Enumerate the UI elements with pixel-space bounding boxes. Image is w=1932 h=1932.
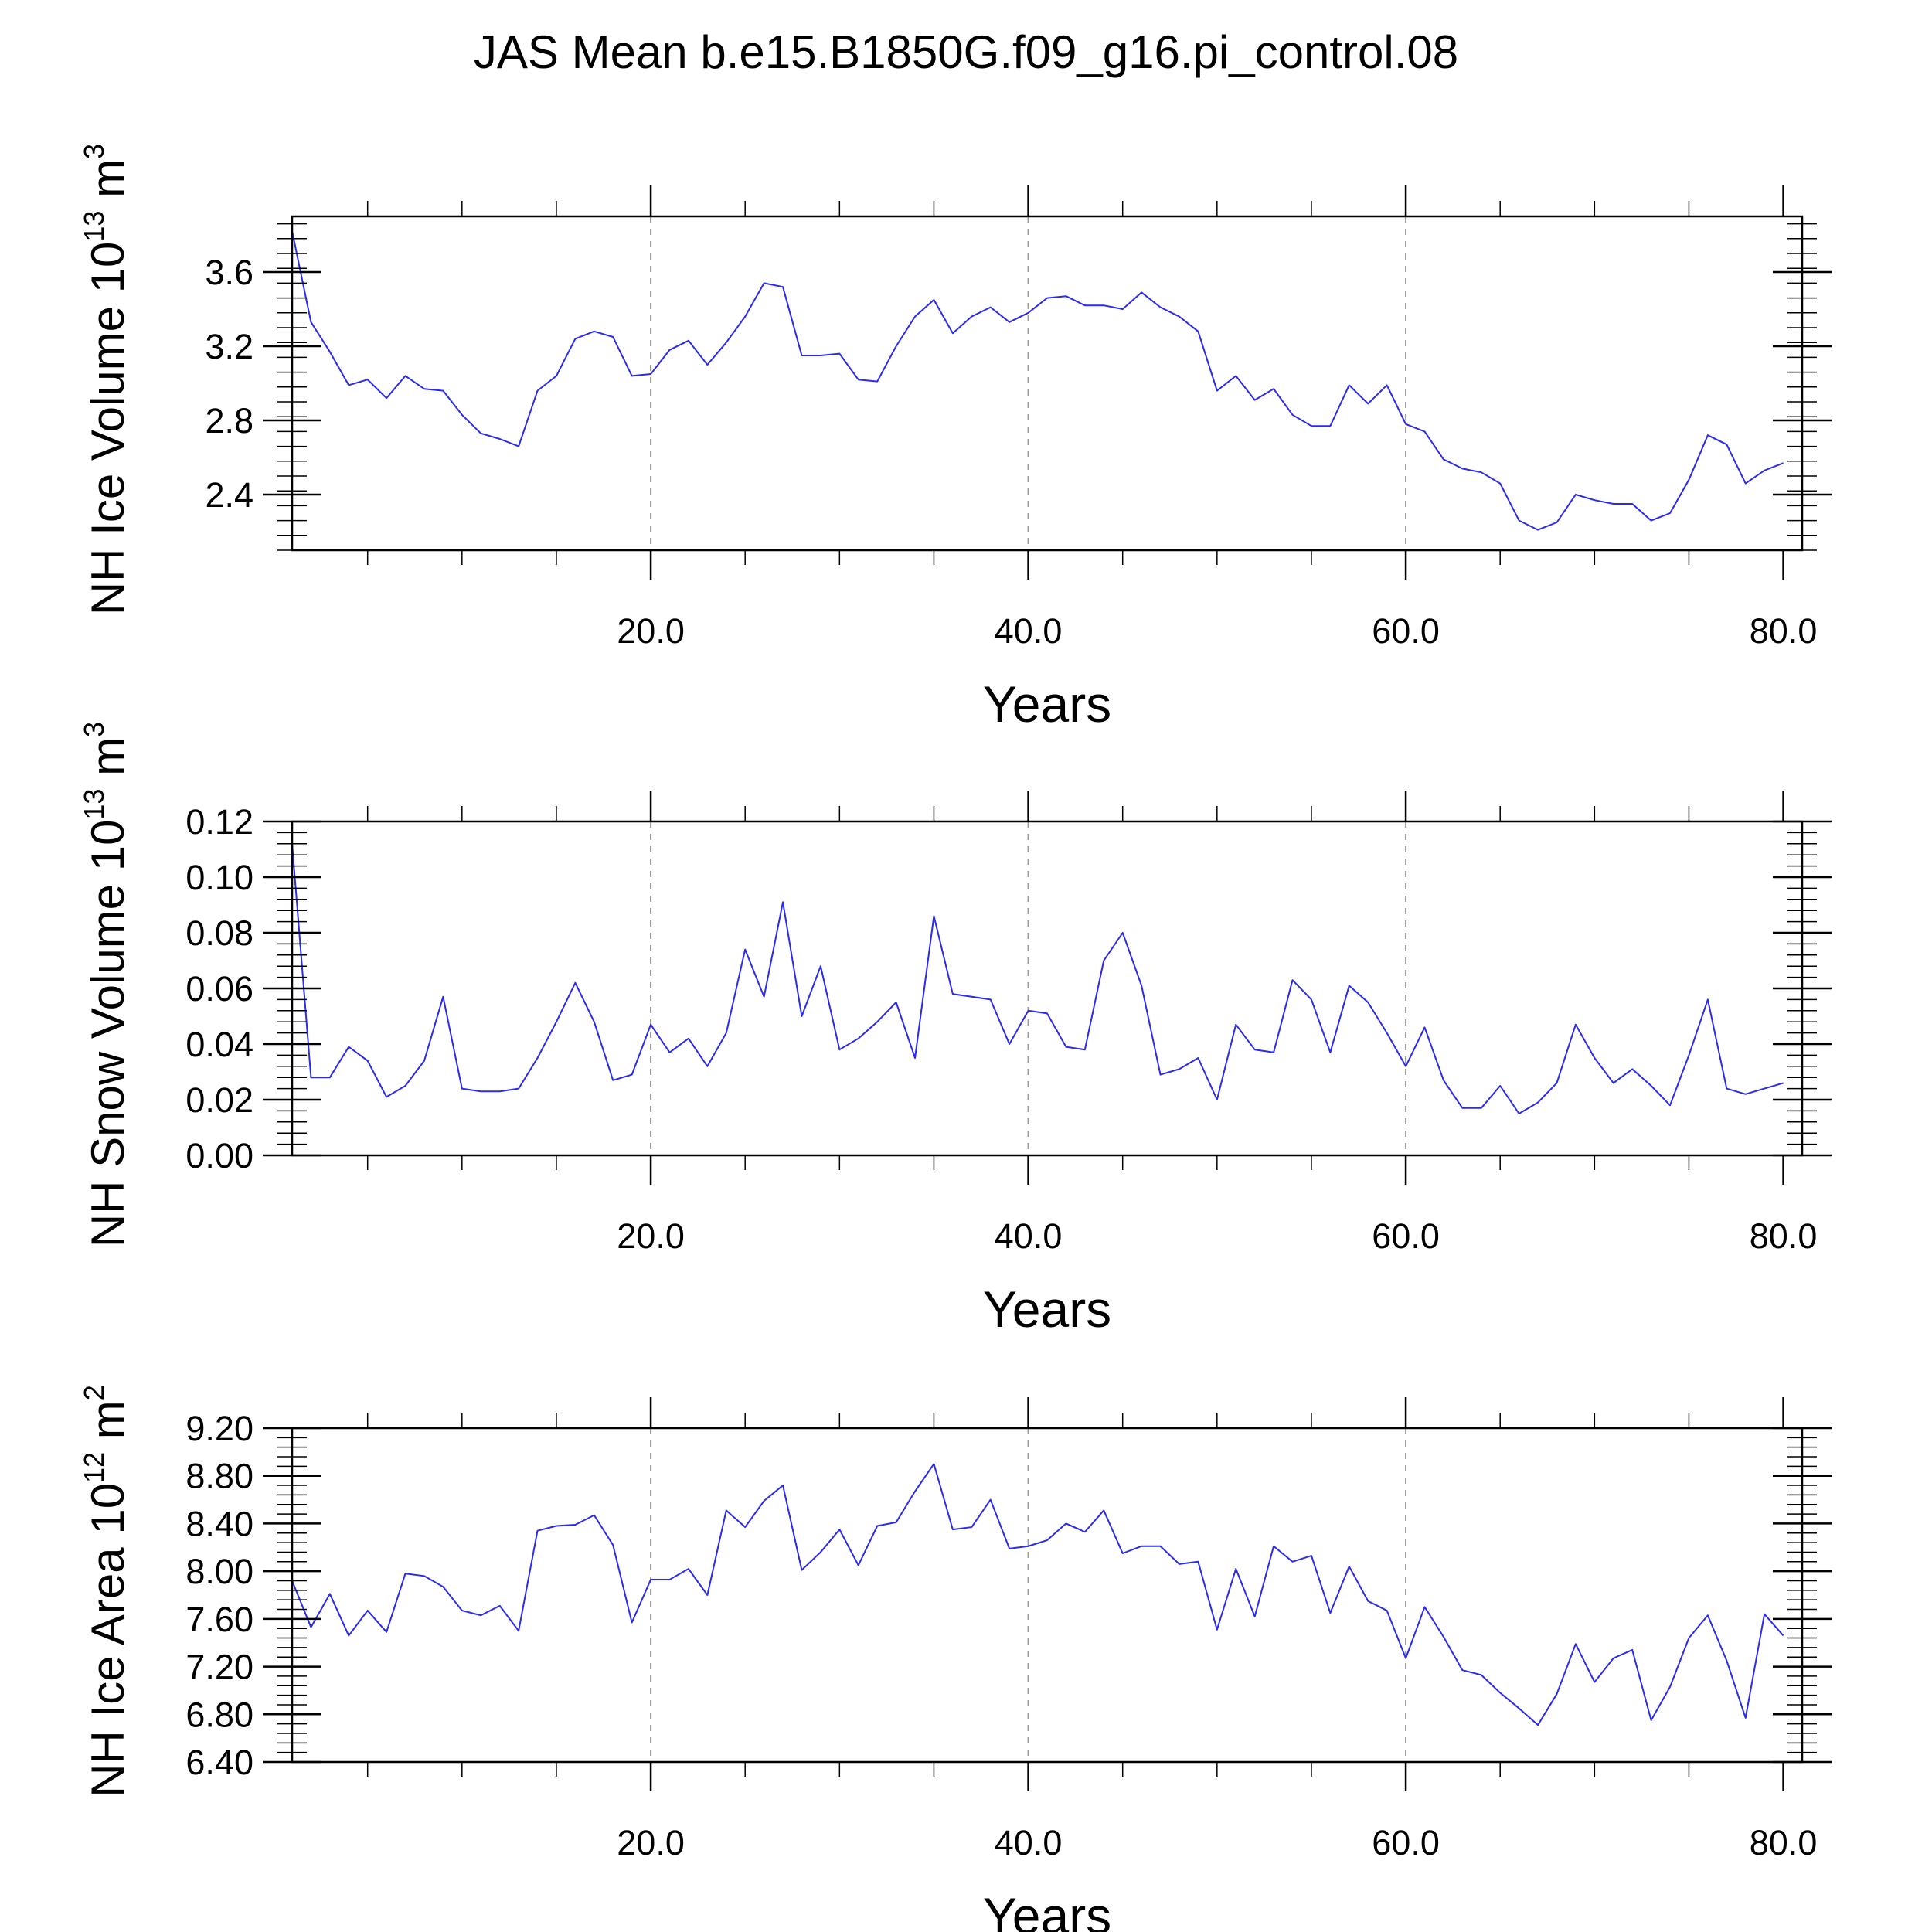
plot-frame bbox=[291, 1427, 1804, 1764]
x-tick-label: 40.0 bbox=[995, 1216, 1063, 1256]
x-tick-label: 60.0 bbox=[1372, 611, 1440, 651]
y-tick-label: 3.2 bbox=[205, 327, 253, 366]
panel-ice-area: 6.40 6.80 7.20 7.60 8.00 8.40 8.80 9.20 20.0 40.0… bbox=[78, 1385, 1832, 1932]
y-tick-label: 7.20 bbox=[185, 1648, 253, 1687]
panel-snow-volume: 0.00 0.02 0.04 0.06 0.08 0.10 0.12 20.0 40.0 60.0… bbox=[78, 722, 1832, 1338]
x-tick-label: 20.0 bbox=[617, 1823, 685, 1862]
y-tick-label: 8.80 bbox=[185, 1457, 253, 1496]
series-line bbox=[291, 230, 1784, 531]
y-axis-label: NH Snow Volume 1013 m3 bbox=[78, 722, 134, 1247]
x-tick-label: 40.0 bbox=[995, 611, 1063, 651]
y-tick-label: 6.40 bbox=[185, 1743, 253, 1782]
y-tick-label: 2.8 bbox=[205, 401, 253, 440]
figure-title: JAS Mean b.e15.B1850G.f09_g16.pi_control… bbox=[474, 26, 1458, 78]
y-tick-label: 0.06 bbox=[185, 969, 253, 1009]
y-tick-label: 7.60 bbox=[185, 1600, 253, 1639]
y-tick-label: 0.10 bbox=[185, 858, 253, 897]
x-tick-label: 20.0 bbox=[617, 1216, 685, 1256]
y-tick-label: 3.6 bbox=[205, 253, 253, 292]
series-line bbox=[291, 843, 1784, 1114]
y-tick-label: 0.08 bbox=[185, 913, 253, 953]
x-tick-label: 80.0 bbox=[1750, 1823, 1818, 1862]
x-tick-label: 60.0 bbox=[1372, 1823, 1440, 1862]
x-axis-label: Years bbox=[983, 1887, 1111, 1932]
y-tick-label: 2.4 bbox=[205, 475, 253, 515]
x-tick-label: 20.0 bbox=[617, 611, 685, 651]
y-tick-label: 0.04 bbox=[185, 1025, 253, 1064]
x-tick-label: 80.0 bbox=[1750, 611, 1818, 651]
y-tick-label: 6.80 bbox=[185, 1695, 253, 1734]
y-tick-label: 9.20 bbox=[185, 1409, 253, 1448]
x-tick-label: 60.0 bbox=[1372, 1216, 1440, 1256]
y-tick-label: 0.00 bbox=[185, 1136, 253, 1175]
plot-frame bbox=[291, 215, 1804, 552]
x-axis-label: Years bbox=[983, 675, 1111, 733]
panels-container: 2.4 2.8 3.2 3.6 20.0 40.0 60.0 80.0 Years NH Ice … bbox=[78, 144, 1832, 1932]
y-tick-label: 0.02 bbox=[185, 1080, 253, 1120]
series-line bbox=[291, 1463, 1784, 1726]
x-tick-label: 40.0 bbox=[995, 1823, 1063, 1862]
panel-ice-volume: 2.4 2.8 3.2 3.6 20.0 40.0 60.0 80.0 Years NH Ice … bbox=[78, 144, 1832, 733]
y-tick-label: 8.40 bbox=[185, 1504, 253, 1543]
y-tick-label: 8.00 bbox=[185, 1552, 253, 1591]
x-axis-label: Years bbox=[983, 1281, 1111, 1338]
y-axis-label: NH Ice Area 1012 m2 bbox=[78, 1385, 134, 1798]
y-tick-label: 0.12 bbox=[185, 802, 253, 842]
y-axis-label: NH Ice Volume 1013 m3 bbox=[78, 144, 134, 615]
x-tick-label: 80.0 bbox=[1750, 1216, 1818, 1256]
